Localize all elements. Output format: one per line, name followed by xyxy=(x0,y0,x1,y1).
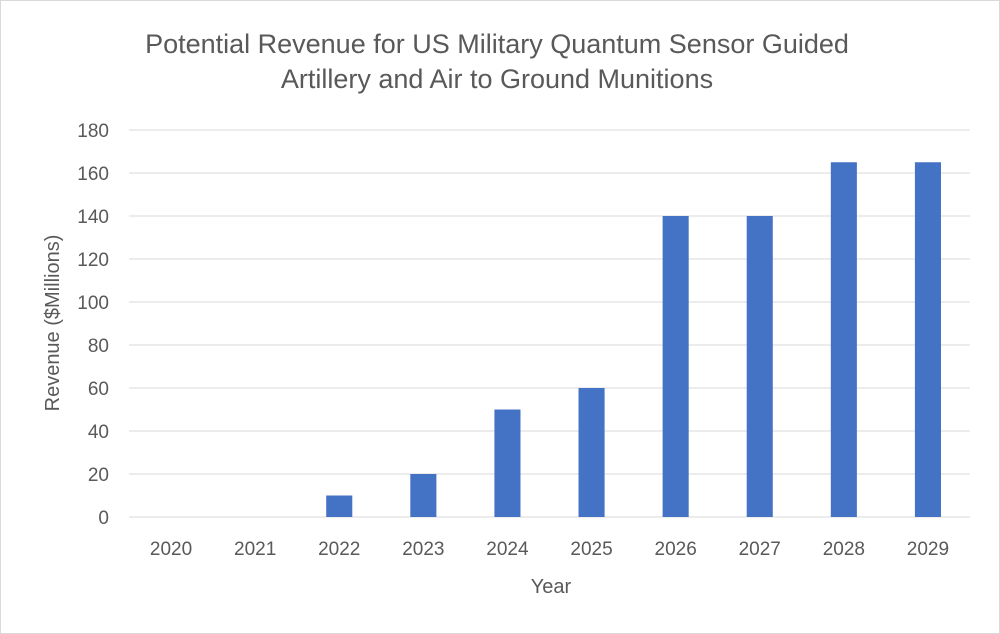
y-tick-label: 20 xyxy=(88,465,109,486)
chart-title-line-1: Potential Revenue for US Military Quantu… xyxy=(145,29,849,59)
x-tick-label: 2024 xyxy=(486,539,529,560)
x-tick-label: 2027 xyxy=(739,539,781,560)
y-tick-label: 40 xyxy=(88,422,109,443)
bar-2029 xyxy=(914,162,941,517)
x-axis-title: Year xyxy=(531,576,572,598)
y-axis-title: Revenue ($Millions) xyxy=(42,235,64,412)
x-tick-label: 2028 xyxy=(823,539,865,560)
y-tick-label: 140 xyxy=(77,207,109,228)
x-tick-label: 2026 xyxy=(655,539,697,560)
x-tick-label: 2025 xyxy=(570,539,612,560)
bar-2024 xyxy=(494,409,521,517)
y-axis-ticks: 0 20 40 60 80 100 120 140 160 180 xyxy=(77,121,109,529)
bars xyxy=(326,162,941,517)
bar-2022 xyxy=(326,495,353,517)
x-tick-label: 2021 xyxy=(234,539,276,560)
x-axis-ticks: 2020 2021 2022 2023 2024 2025 2026 2027 2028 2029 xyxy=(150,539,949,560)
y-tick-label: 0 xyxy=(98,508,109,529)
gridlines xyxy=(129,129,970,518)
bar-2026 xyxy=(662,216,689,517)
y-tick-label: 60 xyxy=(88,379,109,400)
x-tick-label: 2022 xyxy=(318,539,360,560)
y-tick-label: 180 xyxy=(77,121,109,142)
bar-2027 xyxy=(746,216,773,517)
x-tick-label: 2023 xyxy=(402,539,444,560)
bar-2028 xyxy=(830,162,857,517)
y-tick-label: 80 xyxy=(88,336,109,357)
chart-title-line-2: Artillery and Air to Ground Munitions xyxy=(281,64,713,94)
x-tick-label: 2029 xyxy=(907,539,949,560)
x-tick-label: 2020 xyxy=(150,539,192,560)
y-tick-label: 100 xyxy=(77,293,109,314)
bar-2025 xyxy=(578,388,605,517)
bar-2023 xyxy=(410,474,437,517)
y-tick-label: 160 xyxy=(77,164,109,185)
y-tick-label: 120 xyxy=(77,250,109,271)
